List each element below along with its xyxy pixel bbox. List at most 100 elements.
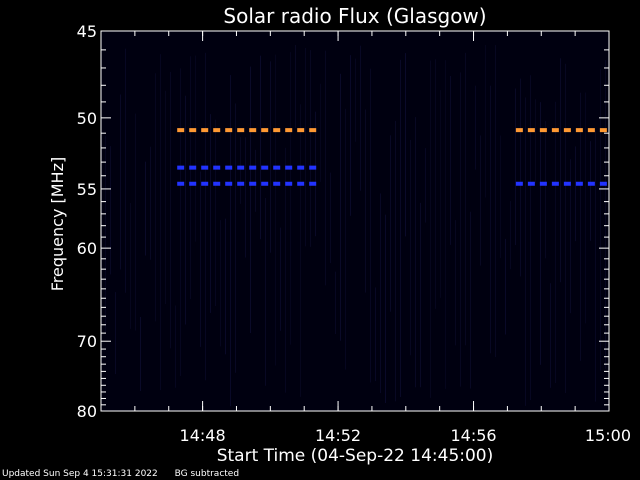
noise-stripe [145,161,146,256]
chart-title: Solar radio Flux (Glasgow) [223,4,486,28]
noise-stripe [130,203,131,329]
noise-stripe [155,73,156,322]
noise-stripe [550,283,551,388]
noise-stripe [345,108,346,370]
noise-stripe [400,59,401,398]
x-axis-label: Start Time (04-Sep-22 14:45:00) [217,446,494,466]
y-axis-label: Frequency [MHz] [48,157,67,291]
noise-stripe [330,172,331,264]
noise-stripe [485,44,486,198]
noise-stripe [475,85,476,170]
noise-stripe [250,66,251,334]
noise-stripe [170,71,171,349]
updated-timestamp: Updated Sun Sep 4 15:31:31 2022 [2,469,158,479]
noise-stripe [455,220,456,346]
noise-stripe [135,113,136,331]
noise-stripe [270,61,271,253]
noise-stripe [440,90,441,298]
noise-stripe [575,146,576,242]
noise-stripe [260,55,261,240]
noise-stripe [315,111,316,237]
noise-stripe [545,121,546,259]
noise-stripe [175,305,176,388]
noise-stripe [525,97,526,406]
y-tick-label: 60 [77,239,97,258]
noise-stripe [360,45,361,191]
x-tick-label: 14:48 [180,426,226,445]
noise-stripe [335,271,336,335]
bg-note: BG subtracted [174,469,240,479]
noise-stripe [115,292,116,375]
noise-stripe [530,75,531,401]
noise-stripe [305,47,306,247]
noise-stripe [600,69,601,371]
noise-stripe [235,103,236,373]
noise-stripe [340,73,341,341]
noise-stripe [220,220,221,347]
noise-stripe [265,197,266,386]
spectrogram-noise [105,44,606,407]
x-axis: 14:48 14:52 14:56 15:00 [100,31,631,445]
noise-stripe [300,104,301,397]
noise-stripe [275,54,276,366]
noise-stripe [255,149,256,212]
y-axis: 45 50 55 60 70 80 [77,22,609,421]
noise-stripe [230,75,231,407]
x-tick-label: 15:00 [585,426,631,445]
noise-stripe [425,148,426,223]
noise-stripe [405,53,406,237]
noise-stripe [105,135,106,334]
noise-stripe [120,94,121,270]
x-tick-label: 14:52 [315,426,361,445]
noise-stripe [185,95,186,325]
noise-stripe [380,193,381,394]
y-tick-label: 70 [77,332,97,351]
noise-stripe [180,68,181,376]
noise-stripe [435,59,436,309]
noise-stripe [320,83,321,182]
noise-stripe [215,119,216,306]
noise-stripe [430,60,431,398]
noise-stripe [420,202,421,388]
noise-stripe [570,159,571,314]
y-tick-label: 45 [77,22,97,41]
noise-stripe [370,68,371,383]
noise-stripe [395,120,396,402]
noise-stripe [150,146,151,260]
noise-stripe [390,135,391,312]
noise-stripe [325,50,326,286]
noise-stripe [350,55,351,216]
noise-stripe [210,114,211,313]
noise-stripe [365,109,366,293]
noise-stripe [280,227,281,331]
noise-stripe [580,92,581,361]
footer: Updated Sun Sep 4 15:31:31 2022 BG subtr… [2,469,253,479]
noise-stripe [245,137,246,258]
noise-stripe [510,201,511,270]
y-tick-label: 50 [77,109,97,128]
noise-stripe [240,137,241,204]
noise-stripe [450,75,451,245]
noise-stripe [460,72,461,387]
noise-stripe [520,78,521,277]
noise-stripe [125,48,126,293]
noise-stripe [595,130,596,402]
noise-stripe [445,60,446,389]
noise-stripe [535,99,536,184]
noise-stripe [375,287,376,382]
y-tick-label: 80 [77,402,97,421]
noise-stripe [500,135,501,259]
noise-stripe [410,139,411,356]
noise-stripe [355,58,356,142]
noise-stripe [110,146,111,275]
noise-stripe [505,238,506,335]
noise-stripe [555,101,556,384]
frequency-bands [177,128,608,186]
noise-stripe [140,316,141,391]
noise-stripe [285,147,286,393]
noise-stripe [565,63,566,394]
noise-stripe [470,211,471,389]
noise-stripe [490,85,491,354]
noise-stripe [200,171,201,347]
